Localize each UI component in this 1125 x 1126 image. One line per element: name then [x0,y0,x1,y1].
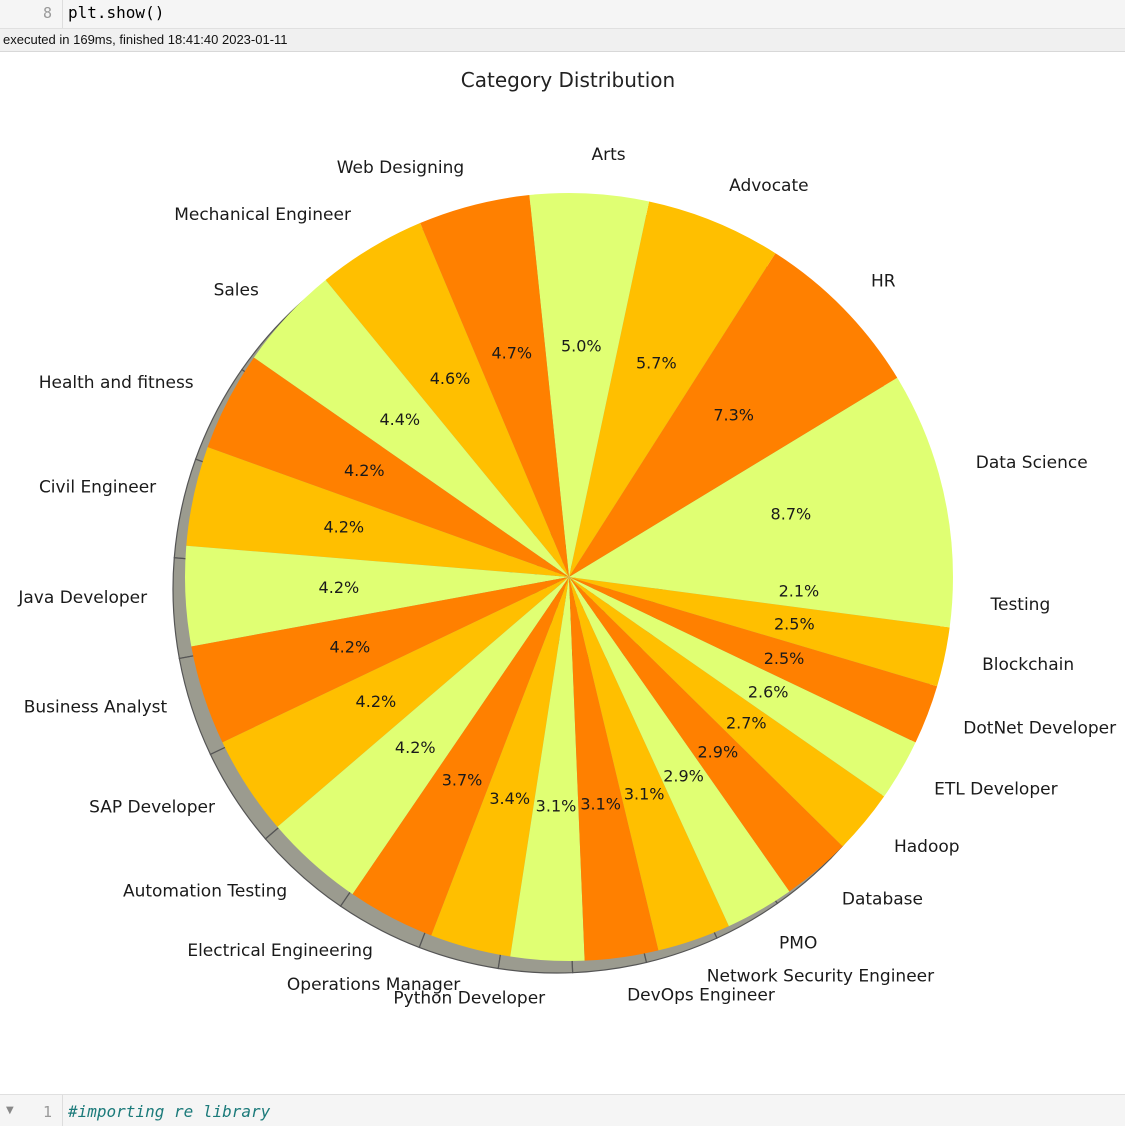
category-label-electrical-engineering: Electrical Engineering [187,941,373,961]
pct-label-blockchain: 2.5% [774,615,815,634]
category-label-sales: Sales [214,280,259,300]
pct-label-hadoop: 2.7% [726,714,767,733]
category-label-sap-developer: SAP Developer [89,797,215,817]
category-label-business-analyst: Business Analyst [24,697,168,717]
pct-label-mechanical-engineer: 4.6% [430,369,471,388]
wedge-devops-engineer [569,577,659,961]
execution-status-text: executed in 169ms, finished 18:41:40 202… [3,32,288,47]
wedge-pmo [569,577,790,927]
code-cell-top[interactable]: 8 plt.show() [0,0,1125,29]
category-label-advocate: Advocate [729,176,808,196]
pct-label-etl-developer: 2.6% [748,682,789,701]
pct-label-java-developer: 4.2% [319,578,360,597]
pct-label-python-developer: 3.1% [536,797,577,816]
category-label-web-designing: Web Designing [337,158,464,178]
category-label-etl-developer: ETL Developer [934,779,1057,799]
wedge-web-designing [420,195,569,577]
category-label-blockchain: Blockchain [982,655,1074,675]
pct-label-web-designing: 4.7% [491,343,532,362]
category-label-hadoop: Hadoop [894,837,960,857]
category-label-mechanical-engineer: Mechanical Engineer [174,205,351,225]
wedge-hr [569,253,898,578]
pie-percent-labels: 8.7% 7.3% 5.7% 5.0% 4.7% 4.6% 4.4% 4.2% 4.2% 4.2%… [319,336,820,815]
pct-label-sales: 4.4% [379,410,420,429]
chart-output: Category Distribution 8.7% 7.3% 5.7% 5.0% 4.… [0,52,1125,1092]
wedge-python-developer [510,577,585,961]
code-comment-line[interactable]: #importing re library [68,1102,271,1121]
wedge-health-and-fitness [207,357,569,577]
wedge-dotnet-developer [569,577,938,743]
line-number: 8 [42,4,52,22]
wedge-sales [253,280,569,577]
category-label-java-developer: Java Developer [17,588,147,608]
category-label-arts: Arts [592,145,626,165]
wedge-business-analyst [191,577,569,743]
pct-label-data-science: 8.7% [771,504,812,523]
wedge-sap-developer [222,577,569,827]
pct-label-advocate: 5.7% [636,353,677,372]
wedge-testing [569,577,953,628]
category-label-network-security-engineer: Network Security Engineer [707,966,934,986]
wedge-network-security-engineer [569,577,729,951]
pie-wedges [185,193,953,961]
wedge-advocate [569,201,776,577]
code-line[interactable]: plt.show() [68,3,165,22]
pct-label-database: 2.9% [698,742,739,761]
pct-label-operations-manager: 3.4% [489,789,530,808]
category-label-health-and-fitness: Health and fitness [39,373,194,393]
chart-title: Category Distribution [461,68,675,92]
category-label-civil-engineer: Civil Engineer [39,478,156,498]
wedge-data-science [569,377,953,577]
pct-label-pmo: 2.9% [663,766,704,785]
pct-label-health-and-fitness: 4.2% [344,461,385,480]
category-label-testing: Testing [989,595,1050,615]
pct-label-electrical-engineering: 3.7% [442,771,483,790]
pct-label-devops-engineer: 3.1% [580,795,621,814]
wedge-arts [529,193,650,577]
category-label-automation-testing: Automation Testing [123,882,287,902]
pie-chart: Category Distribution 8.7% 7.3% 5.7% 5.0% 4.… [17,68,1116,1009]
line-number: 1 [42,1103,52,1121]
wedge-etl-developer [569,577,916,797]
wedge-electrical-engineering [352,577,569,936]
category-label-hr: HR [871,272,896,292]
pct-label-hr: 7.3% [713,405,754,424]
wedge-mechanical-engineer [325,223,569,578]
wedge-automation-testing [277,577,569,895]
pie-category-labels: Data Science HR Advocate Arts Web Designing M… [17,145,1116,1009]
pct-label-automation-testing: 4.2% [395,738,436,757]
category-label-python-developer: Python Developer [393,989,545,1009]
category-label-data-science: Data Science [976,453,1088,473]
category-label-dotnet-developer: DotNet Developer [963,718,1116,738]
category-label-devops-engineer: DevOps Engineer [627,985,775,1005]
category-label-operations-manager: Operations Manager [287,975,460,995]
pct-label-sap-developer: 4.2% [356,692,397,711]
pct-label-network-security-engineer: 3.1% [624,784,665,803]
execution-status-bar: executed in 169ms, finished 18:41:40 202… [0,29,1125,52]
gutter-divider [62,1095,63,1126]
wedge-operations-manager [431,577,569,957]
wedge-blockchain [569,577,950,687]
wedge-database [569,577,843,892]
wedge-civil-engineer [186,447,569,577]
pct-label-business-analyst: 4.2% [330,638,371,657]
pct-label-testing: 2.1% [779,582,820,601]
pct-label-civil-engineer: 4.2% [323,518,364,537]
category-label-database: Database [842,889,923,909]
pct-label-arts: 5.0% [561,336,602,355]
code-cell-bottom[interactable]: ▼ 1 #importing re library [0,1094,1125,1126]
wedge-hadoop [569,577,885,847]
gutter-divider [62,0,63,28]
wedge-java-developer [185,545,569,647]
collapse-arrow-icon[interactable]: ▼ [6,1105,14,1116]
pct-label-dotnet-developer: 2.5% [764,649,805,668]
category-label-pmo: PMO [779,933,817,953]
